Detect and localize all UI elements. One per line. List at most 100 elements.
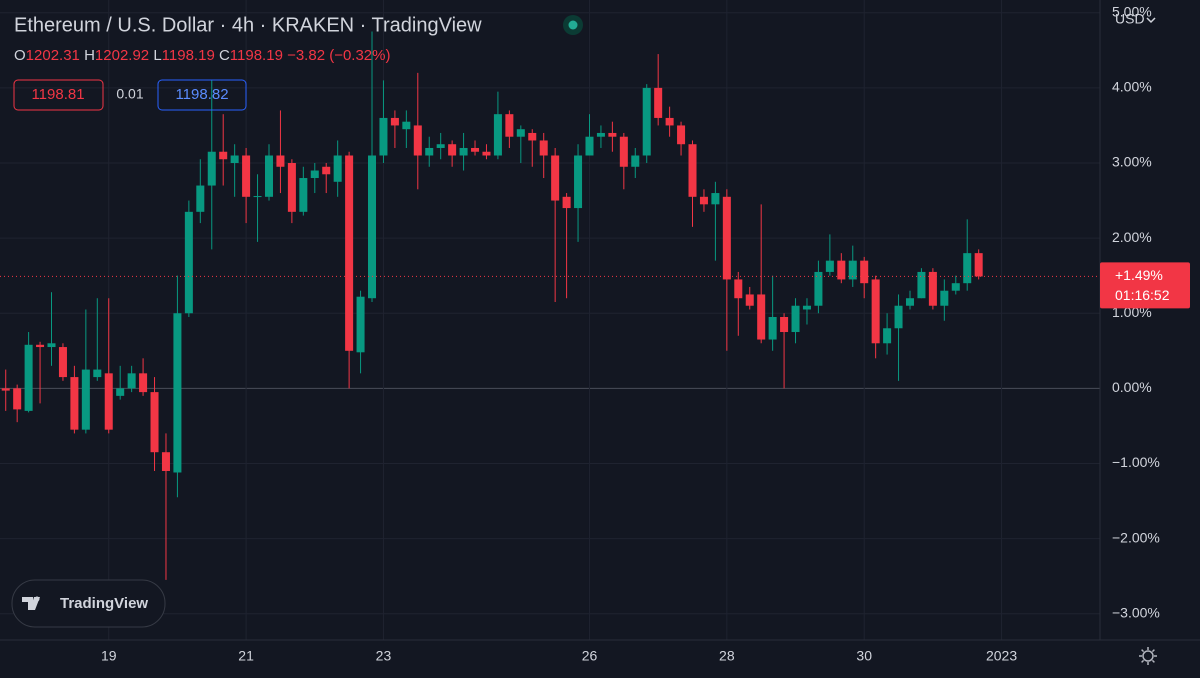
spread: 0.01 (116, 86, 143, 102)
y-tick-label: −3.00% (1112, 604, 1160, 620)
candle-body (894, 305, 903, 329)
status-dot (568, 20, 578, 30)
candle-body (93, 369, 102, 378)
candle-body (848, 260, 857, 280)
candle-body (665, 117, 674, 126)
candle-body (379, 117, 388, 156)
candle-body (734, 279, 743, 299)
x-tick-label: 26 (582, 648, 598, 664)
candle-body (963, 253, 972, 284)
candle-body (36, 344, 45, 348)
candle-body (688, 144, 697, 197)
ohlc-label: L (153, 47, 161, 64)
candle-body (516, 129, 525, 137)
candle-body (928, 271, 937, 306)
y-tick-label: 3.00% (1112, 154, 1152, 170)
candle-body (448, 144, 457, 156)
ask-price: 1198.82 (175, 86, 228, 103)
candle-body (539, 140, 548, 156)
candle-body (917, 271, 926, 299)
candle-body (139, 373, 148, 393)
candle-body (207, 151, 216, 186)
x-tick-label: 30 (856, 648, 872, 664)
x-tick-label: 23 (376, 648, 392, 664)
candle-body (81, 369, 90, 430)
candle-body (390, 117, 399, 126)
candle-body (230, 155, 239, 164)
candle-body (860, 260, 869, 284)
x-tick-label: 21 (238, 648, 254, 664)
ohlc-change: −3.82 (−0.32%) (287, 47, 390, 64)
candle-body (425, 147, 434, 156)
candle-body (482, 151, 491, 156)
candle-body (127, 373, 136, 389)
ohlc-label: O (14, 47, 26, 64)
bid-price: 1198.81 (31, 86, 84, 103)
candle-body (780, 316, 789, 333)
y-tick-label: 5.00% (1112, 3, 1152, 19)
candle-body (116, 388, 125, 396)
candle-body (608, 132, 617, 137)
logo-text: TradingView (60, 595, 148, 612)
candle-body (70, 377, 79, 430)
candle-body (368, 155, 377, 299)
candle-body (436, 144, 445, 148)
ohlc-label: H (84, 47, 95, 64)
candle-body (264, 155, 273, 197)
candle-body (173, 313, 182, 473)
candle-body (356, 296, 365, 353)
candle-body (1, 388, 10, 391)
candle-body (242, 155, 251, 197)
candle-body (654, 87, 663, 118)
y-tick-label: 4.00% (1112, 79, 1152, 95)
bid-box[interactable] (13, 79, 104, 111)
candle-body (345, 155, 354, 351)
candle-body (596, 132, 605, 137)
candle-body (219, 151, 228, 160)
ohlc-line: O1202.31 H1202.92 L1198.19 C1198.19 −3.8… (14, 47, 390, 64)
candle-body (768, 316, 777, 340)
candle-body (24, 344, 33, 411)
candles (1, 31, 983, 580)
candle-body (677, 125, 686, 145)
ohlc-value: 1202.92 (95, 47, 149, 64)
candle-body (699, 196, 708, 205)
ohlc-value: 1198.19 (162, 47, 215, 64)
candle-body (814, 271, 823, 306)
currency-selector[interactable]: USD (1115, 11, 1145, 27)
last-price-badge (1100, 262, 1190, 309)
candle-body (642, 87, 651, 156)
candle-body (333, 155, 342, 182)
last-price-label: +1.49% (1115, 267, 1163, 283)
candle-body (711, 193, 720, 205)
candle-body (562, 196, 571, 209)
y-tick-label: −2.00% (1112, 529, 1160, 545)
candle-body (322, 166, 331, 175)
logo-badge[interactable] (11, 579, 166, 628)
candle-body (974, 253, 983, 277)
candle-body (837, 260, 846, 280)
ohlc-value: 1202.31 (26, 47, 80, 64)
candle-body (471, 147, 480, 152)
candle-body (253, 196, 262, 198)
candle-body (196, 185, 205, 212)
candle-body (951, 283, 960, 291)
candle-body (631, 155, 640, 167)
candle-body (619, 136, 628, 167)
dropdown-caret (1146, 17, 1156, 24)
candle-body (150, 392, 159, 453)
candle-body (757, 294, 766, 340)
candle-body (276, 155, 285, 167)
candle-body (493, 114, 502, 156)
candle-body (402, 121, 411, 130)
ask-box[interactable] (157, 79, 247, 111)
candle-body (287, 163, 296, 212)
candle-body (883, 328, 892, 344)
candle-body (551, 155, 560, 201)
candle-body (791, 305, 800, 333)
candle-body (574, 155, 583, 209)
settings-icon[interactable] (1139, 647, 1157, 665)
candle-body (528, 132, 537, 141)
